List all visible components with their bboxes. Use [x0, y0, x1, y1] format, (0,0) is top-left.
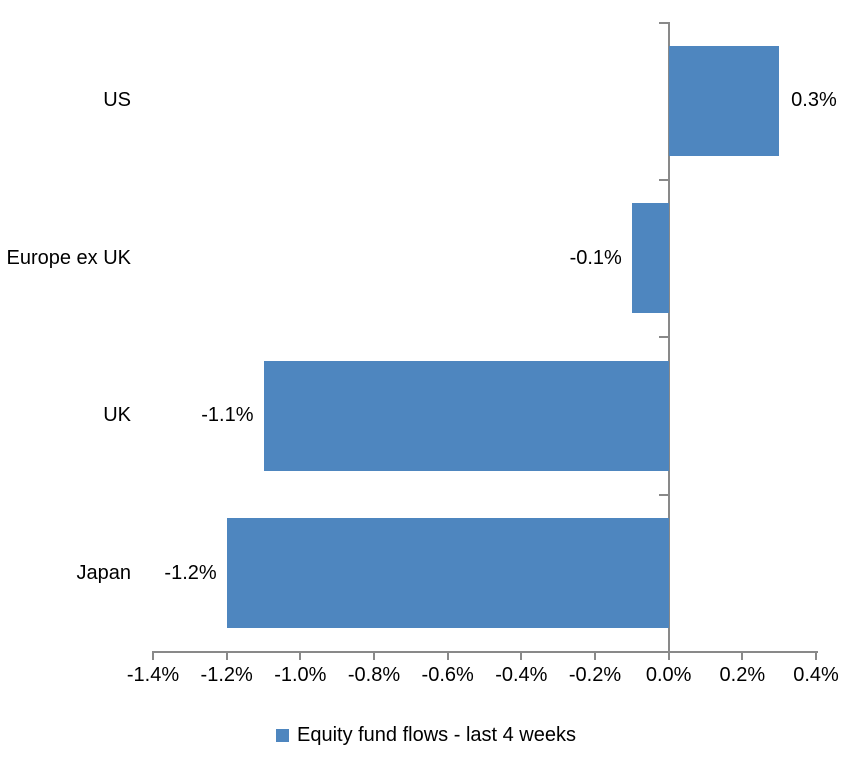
category-axis-tick	[658, 178, 668, 181]
bar-europe-ex-uk	[631, 203, 669, 314]
category-label-uk: UK	[103, 404, 131, 427]
value-label-us: 0.3%	[791, 89, 837, 112]
x-axis-tick	[152, 652, 154, 660]
bar-us	[668, 45, 780, 156]
x-axis-tick	[299, 652, 302, 660]
x-axis-tick	[225, 652, 228, 660]
x-tick-label-0-2: 0.2%	[719, 664, 766, 686]
legend-swatch	[275, 728, 289, 742]
x-tick-label-0-0: 0.0%	[645, 664, 692, 686]
x-axis-tick	[373, 652, 375, 660]
value-axis-line	[667, 22, 670, 660]
x-axis-tick	[520, 652, 523, 660]
x-axis-line	[152, 651, 818, 653]
value-label-japan: -1.2%	[164, 561, 217, 584]
x-tick-label-0-6: -0.6%	[421, 664, 474, 686]
category-label-europe-ex-uk: Europe ex UK	[6, 246, 131, 269]
x-axis-tick	[446, 652, 449, 660]
x-tick-label-1-2: -1.2%	[200, 664, 253, 686]
value-label-uk: -1.1%	[201, 404, 254, 427]
legend-label: Equity fund flows - last 4 weeks	[296, 723, 576, 746]
category-label-japan: Japan	[76, 561, 132, 584]
value-label-europe-ex-uk: -0.1%	[569, 246, 622, 269]
x-tick-label-0-8: -0.8%	[347, 664, 401, 686]
x-tick-label-0-2: -0.2%	[568, 664, 622, 686]
x-axis-tick	[594, 652, 596, 660]
bar-japan	[226, 518, 669, 629]
category-axis-tick	[658, 493, 668, 496]
category-axis-tick	[658, 336, 668, 338]
x-axis-tick	[815, 652, 817, 660]
x-tick-label-1-0: -1.0%	[274, 664, 327, 686]
legend: Equity fund flows - last 4 weeks	[0, 722, 852, 748]
category-label-us: US	[103, 89, 131, 112]
x-tick-label-1-4: -1.4%	[126, 664, 180, 686]
x-tick-label-0-4: -0.4%	[495, 664, 548, 686]
x-axis-tick	[667, 652, 670, 660]
x-axis-tick	[741, 652, 744, 660]
bar-uk	[263, 360, 669, 471]
category-axis-tick	[658, 22, 668, 24]
x-tick-label-0-4: 0.4%	[793, 664, 839, 686]
